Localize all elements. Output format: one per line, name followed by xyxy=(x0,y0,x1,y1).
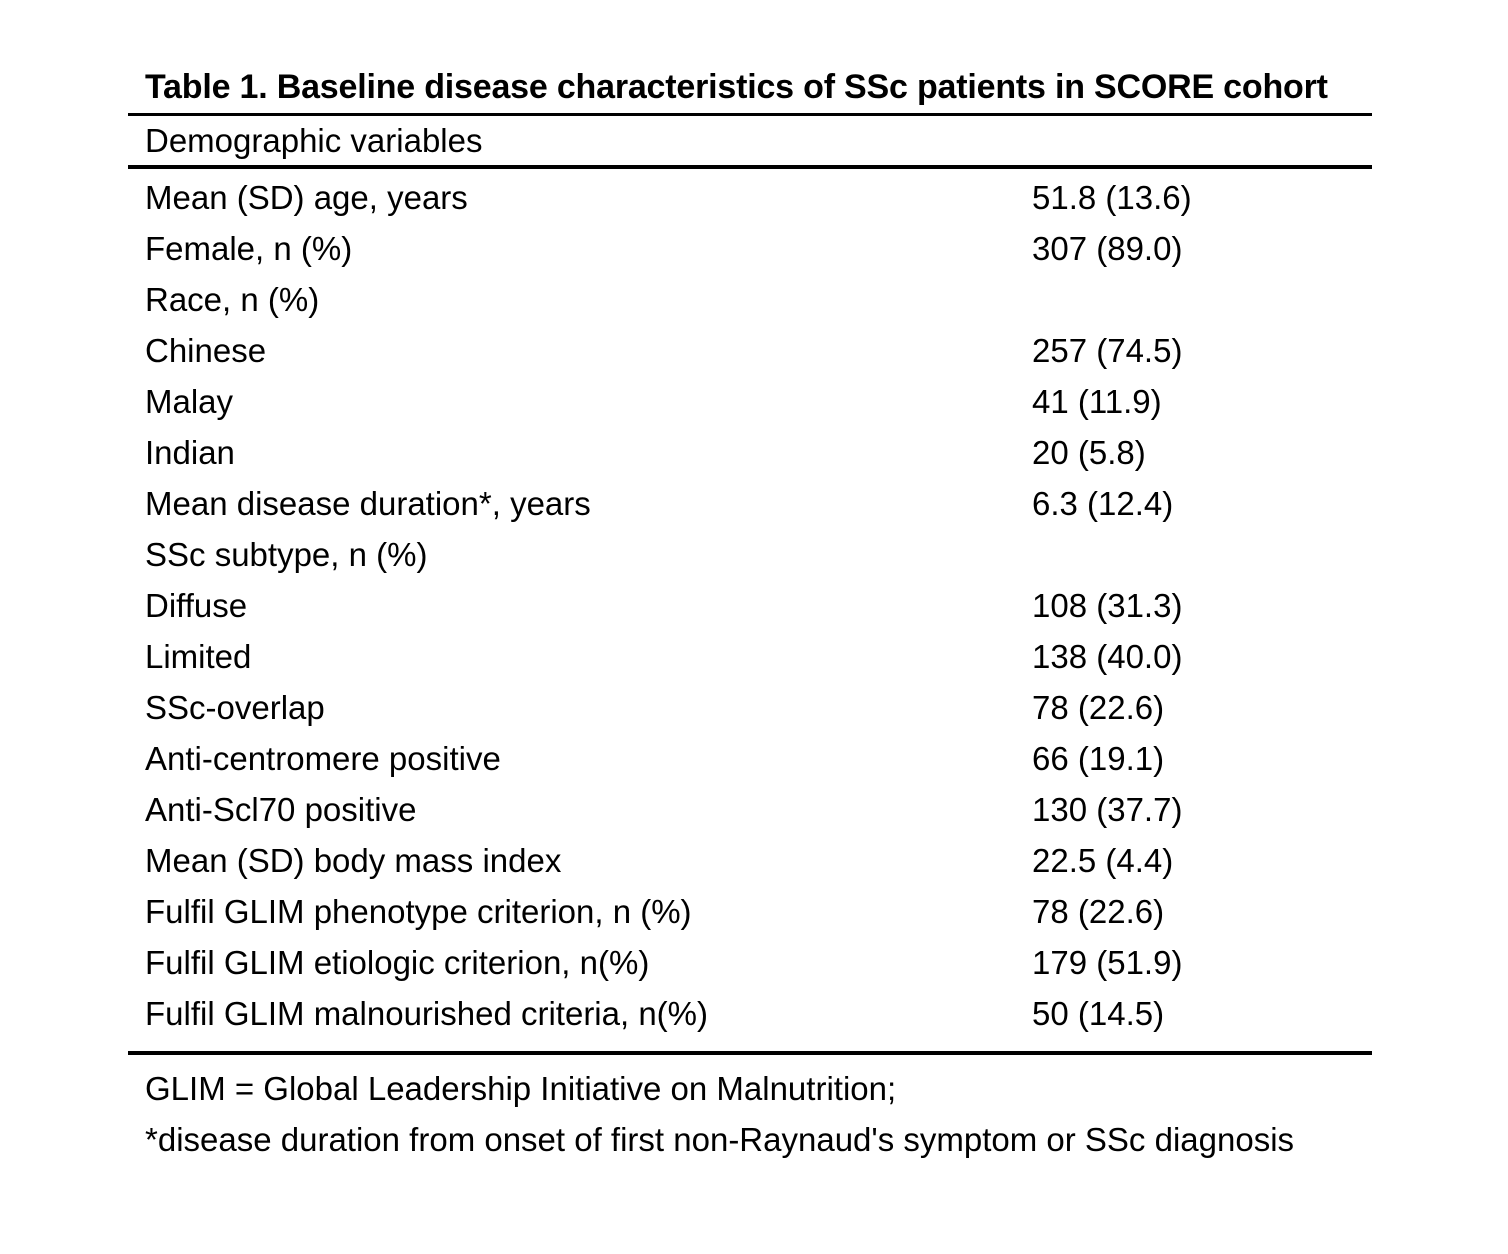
row-label: Limited xyxy=(145,637,252,675)
table-row: Anti-Scl70 positive 130 (37.7) xyxy=(128,784,1372,835)
table-row: SSc subtype, n (%) xyxy=(128,529,1372,580)
row-label: Race, n (%) xyxy=(145,280,320,318)
table-row: Diffuse 108 (31.3) xyxy=(128,580,1372,631)
row-label: Mean disease duration*, years xyxy=(145,484,591,522)
row-value: 130 (37.7) xyxy=(1032,790,1183,828)
row-value: 51.8 (13.6) xyxy=(1032,178,1192,216)
row-value: 50 (14.5) xyxy=(1032,994,1165,1032)
row-label: Diffuse xyxy=(145,586,248,624)
row-value: 6.3 (12.4) xyxy=(1032,484,1174,522)
table-row: Fulfil GLIM malnourished criteria, n(%) … xyxy=(128,988,1372,1039)
table-section-header: Demographic variables xyxy=(128,113,1372,169)
table-row: Fulfil GLIM phenotype criterion, n (%) 7… xyxy=(128,886,1372,937)
table-row: Anti-centromere positive 66 (19.1) xyxy=(128,733,1372,784)
row-value: 78 (22.6) xyxy=(1032,688,1165,726)
row-value: 22.5 (4.4) xyxy=(1032,841,1174,879)
row-label: Malay xyxy=(145,382,234,420)
row-value: 41 (11.9) xyxy=(1032,382,1162,420)
row-value: 179 (51.9) xyxy=(1032,943,1183,981)
table-row: Mean disease duration*, years 6.3 (12.4) xyxy=(128,478,1372,529)
row-value: 20 (5.8) xyxy=(1032,433,1146,471)
row-value: 138 (40.0) xyxy=(1032,637,1183,675)
table-row: Indian 20 (5.8) xyxy=(128,427,1372,478)
row-value: 66 (19.1) xyxy=(1032,739,1165,777)
row-label: Fulfil GLIM etiologic criterion, n(%) xyxy=(145,943,650,981)
row-label: Fulfil GLIM malnourished criteria, n(%) xyxy=(145,994,708,1032)
baseline-characteristics-table: Table 1. Baseline disease characteristic… xyxy=(128,64,1372,1165)
row-label: Mean (SD) body mass index xyxy=(145,841,562,879)
row-label: Indian xyxy=(145,433,235,471)
table-row: Limited 138 (40.0) xyxy=(128,631,1372,682)
table-row: Mean (SD) body mass index 22.5 (4.4) xyxy=(128,835,1372,886)
footnote-disease-duration: *disease duration from onset of first no… xyxy=(145,1121,1295,1158)
table-row: SSc-overlap 78 (22.6) xyxy=(128,682,1372,733)
table-row: Chinese 257 (74.5) xyxy=(128,325,1372,376)
row-label: SSc subtype, n (%) xyxy=(145,535,428,573)
row-label: Chinese xyxy=(145,331,267,369)
table-row: Mean (SD) age, years 51.8 (13.6) xyxy=(128,172,1372,223)
row-value: 257 (74.5) xyxy=(1032,331,1183,369)
table-row: Fulfil GLIM etiologic criterion, n(%) 17… xyxy=(128,937,1372,988)
table-body: Mean (SD) age, years 51.8 (13.6) Female,… xyxy=(128,169,1372,1055)
row-value: 78 (22.6) xyxy=(1032,892,1165,930)
table-row: Female, n (%) 307 (89.0) xyxy=(128,223,1372,274)
row-value: 307 (89.0) xyxy=(1032,229,1183,267)
row-label: SSc-overlap xyxy=(145,688,325,726)
row-label: Fulfil GLIM phenotype criterion, n (%) xyxy=(145,892,692,930)
footnote-glim-abbreviation: GLIM = Global Leadership Initiative on M… xyxy=(145,1070,897,1107)
row-value: 108 (31.3) xyxy=(1032,586,1183,624)
row-label: Female, n (%) xyxy=(145,229,353,267)
table-row: Race, n (%) xyxy=(128,274,1372,325)
row-label: Anti-centromere positive xyxy=(145,739,501,777)
table-footnotes: GLIM = Global Leadership Initiative on M… xyxy=(128,1055,1325,1165)
row-label: Anti-Scl70 positive xyxy=(145,790,417,828)
table-title: Table 1. Baseline disease characteristic… xyxy=(145,68,1328,106)
table-row: Malay 41 (11.9) xyxy=(128,376,1372,427)
row-label: Mean (SD) age, years xyxy=(145,178,468,216)
